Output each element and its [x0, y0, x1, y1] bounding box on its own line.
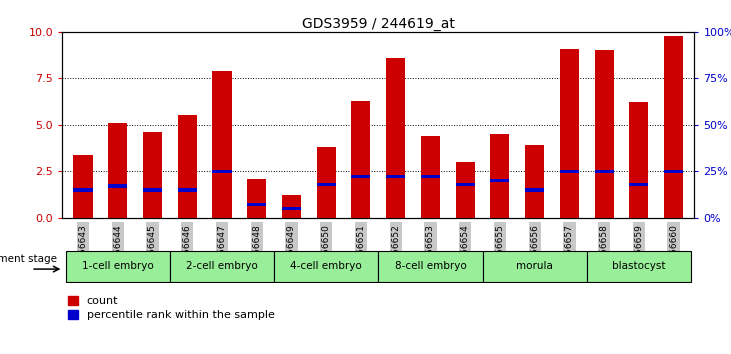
Bar — [525, 188, 544, 192]
Bar — [178, 115, 197, 218]
Bar — [247, 179, 266, 218]
Bar — [352, 101, 371, 218]
FancyBboxPatch shape — [482, 251, 587, 282]
Bar — [352, 175, 371, 178]
FancyBboxPatch shape — [66, 251, 170, 282]
Bar — [213, 71, 232, 218]
Bar — [213, 170, 232, 173]
Bar — [421, 136, 440, 218]
Bar — [664, 170, 683, 173]
FancyBboxPatch shape — [379, 251, 482, 282]
Bar — [629, 103, 648, 218]
Title: GDS3959 / 244619_at: GDS3959 / 244619_at — [302, 17, 455, 31]
Bar — [282, 195, 301, 218]
FancyBboxPatch shape — [170, 251, 274, 282]
Bar — [421, 175, 440, 178]
Text: 2-cell embryo: 2-cell embryo — [186, 261, 258, 272]
Bar — [73, 188, 93, 192]
Text: blastocyst: blastocyst — [612, 261, 666, 272]
Bar — [178, 188, 197, 192]
Text: development stage: development stage — [0, 254, 57, 264]
Bar — [664, 36, 683, 218]
Text: 4-cell embryo: 4-cell embryo — [290, 261, 362, 272]
FancyBboxPatch shape — [587, 251, 691, 282]
Text: 1-cell embryo: 1-cell embryo — [82, 261, 154, 272]
Bar — [594, 170, 613, 173]
Bar — [525, 145, 544, 218]
Bar — [386, 58, 405, 218]
Bar — [594, 50, 613, 218]
Bar — [560, 48, 579, 218]
Bar — [491, 179, 510, 182]
Bar — [73, 154, 93, 218]
Bar — [108, 123, 127, 218]
Bar — [143, 188, 162, 192]
FancyBboxPatch shape — [274, 251, 379, 282]
Bar — [560, 170, 579, 173]
Bar — [455, 183, 474, 186]
Text: 8-cell embryo: 8-cell embryo — [395, 261, 466, 272]
Bar — [108, 184, 127, 188]
Bar — [317, 147, 336, 218]
Bar — [491, 134, 510, 218]
Bar — [143, 132, 162, 218]
Bar — [317, 183, 336, 186]
Bar — [386, 175, 405, 178]
Bar — [282, 207, 301, 210]
Bar — [629, 183, 648, 186]
Text: morula: morula — [516, 261, 553, 272]
Bar — [455, 162, 474, 218]
Legend: count, percentile rank within the sample: count, percentile rank within the sample — [68, 296, 274, 320]
Bar — [247, 203, 266, 206]
